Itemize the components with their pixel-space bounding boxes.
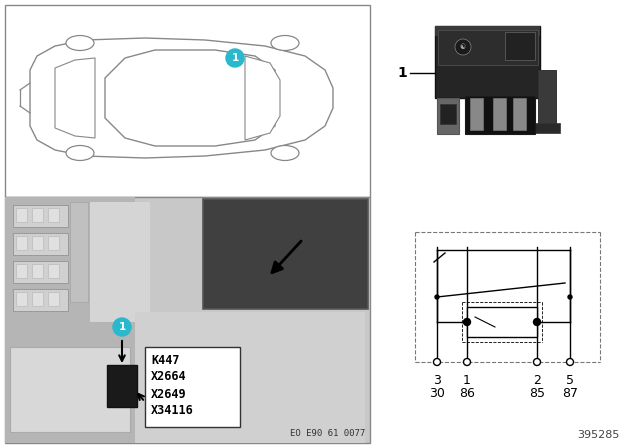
Bar <box>16 264 27 278</box>
Bar <box>435 26 540 36</box>
Polygon shape <box>55 58 95 138</box>
Polygon shape <box>245 56 280 140</box>
Text: 85: 85 <box>529 387 545 400</box>
Bar <box>107 365 137 407</box>
Text: 86: 86 <box>459 387 475 400</box>
Bar <box>16 208 27 222</box>
Text: ☯: ☯ <box>460 44 466 50</box>
Polygon shape <box>105 50 275 146</box>
Text: 2: 2 <box>533 374 541 387</box>
Circle shape <box>534 358 541 366</box>
Bar <box>440 104 456 124</box>
Bar <box>435 26 540 98</box>
Bar <box>32 236 43 250</box>
Text: 1: 1 <box>118 322 125 332</box>
Circle shape <box>435 295 439 299</box>
Bar <box>5 5 370 197</box>
Bar <box>13 289 68 311</box>
Bar <box>70 202 88 302</box>
Ellipse shape <box>271 35 299 51</box>
Text: 395285: 395285 <box>578 430 620 440</box>
Text: X34116: X34116 <box>151 405 194 418</box>
Bar <box>32 208 43 222</box>
Text: 5: 5 <box>566 374 574 387</box>
Circle shape <box>566 358 573 366</box>
Text: 1: 1 <box>397 66 407 80</box>
Bar <box>538 70 556 130</box>
Text: X2664: X2664 <box>151 370 187 383</box>
Text: 87: 87 <box>562 387 578 400</box>
Polygon shape <box>30 38 333 158</box>
Bar <box>5 197 370 443</box>
Bar <box>5 197 135 443</box>
Bar <box>470 98 483 130</box>
Circle shape <box>463 319 470 326</box>
Bar <box>32 264 43 278</box>
Text: 1: 1 <box>463 374 471 387</box>
Bar <box>90 202 150 322</box>
Bar <box>203 199 368 309</box>
Bar <box>13 261 68 283</box>
Bar <box>145 347 240 427</box>
Circle shape <box>463 358 470 366</box>
Bar <box>13 205 68 227</box>
Bar <box>48 208 59 222</box>
Bar <box>505 32 535 60</box>
Ellipse shape <box>271 146 299 160</box>
Bar <box>438 30 538 65</box>
Text: 3: 3 <box>433 374 441 387</box>
Bar <box>530 123 560 133</box>
Text: 1: 1 <box>232 53 239 63</box>
Text: 30: 30 <box>429 387 445 400</box>
Ellipse shape <box>66 35 94 51</box>
Text: X2649: X2649 <box>151 388 187 401</box>
Bar <box>493 98 506 130</box>
Circle shape <box>455 39 471 55</box>
Circle shape <box>534 319 541 326</box>
Bar <box>467 307 537 337</box>
Bar <box>465 96 535 134</box>
Circle shape <box>568 295 572 299</box>
Bar <box>10 347 130 432</box>
Circle shape <box>433 358 440 366</box>
Text: K447: K447 <box>151 353 179 366</box>
Circle shape <box>226 49 244 67</box>
Bar <box>48 264 59 278</box>
Bar <box>135 312 365 443</box>
Bar <box>48 292 59 306</box>
Bar <box>513 98 526 130</box>
Bar <box>32 292 43 306</box>
Circle shape <box>113 318 131 336</box>
Bar <box>437 98 459 134</box>
Ellipse shape <box>66 146 94 160</box>
Bar <box>16 236 27 250</box>
Bar <box>13 233 68 255</box>
Bar <box>48 236 59 250</box>
Text: EO E90 61 0077: EO E90 61 0077 <box>290 429 365 438</box>
Bar <box>16 292 27 306</box>
